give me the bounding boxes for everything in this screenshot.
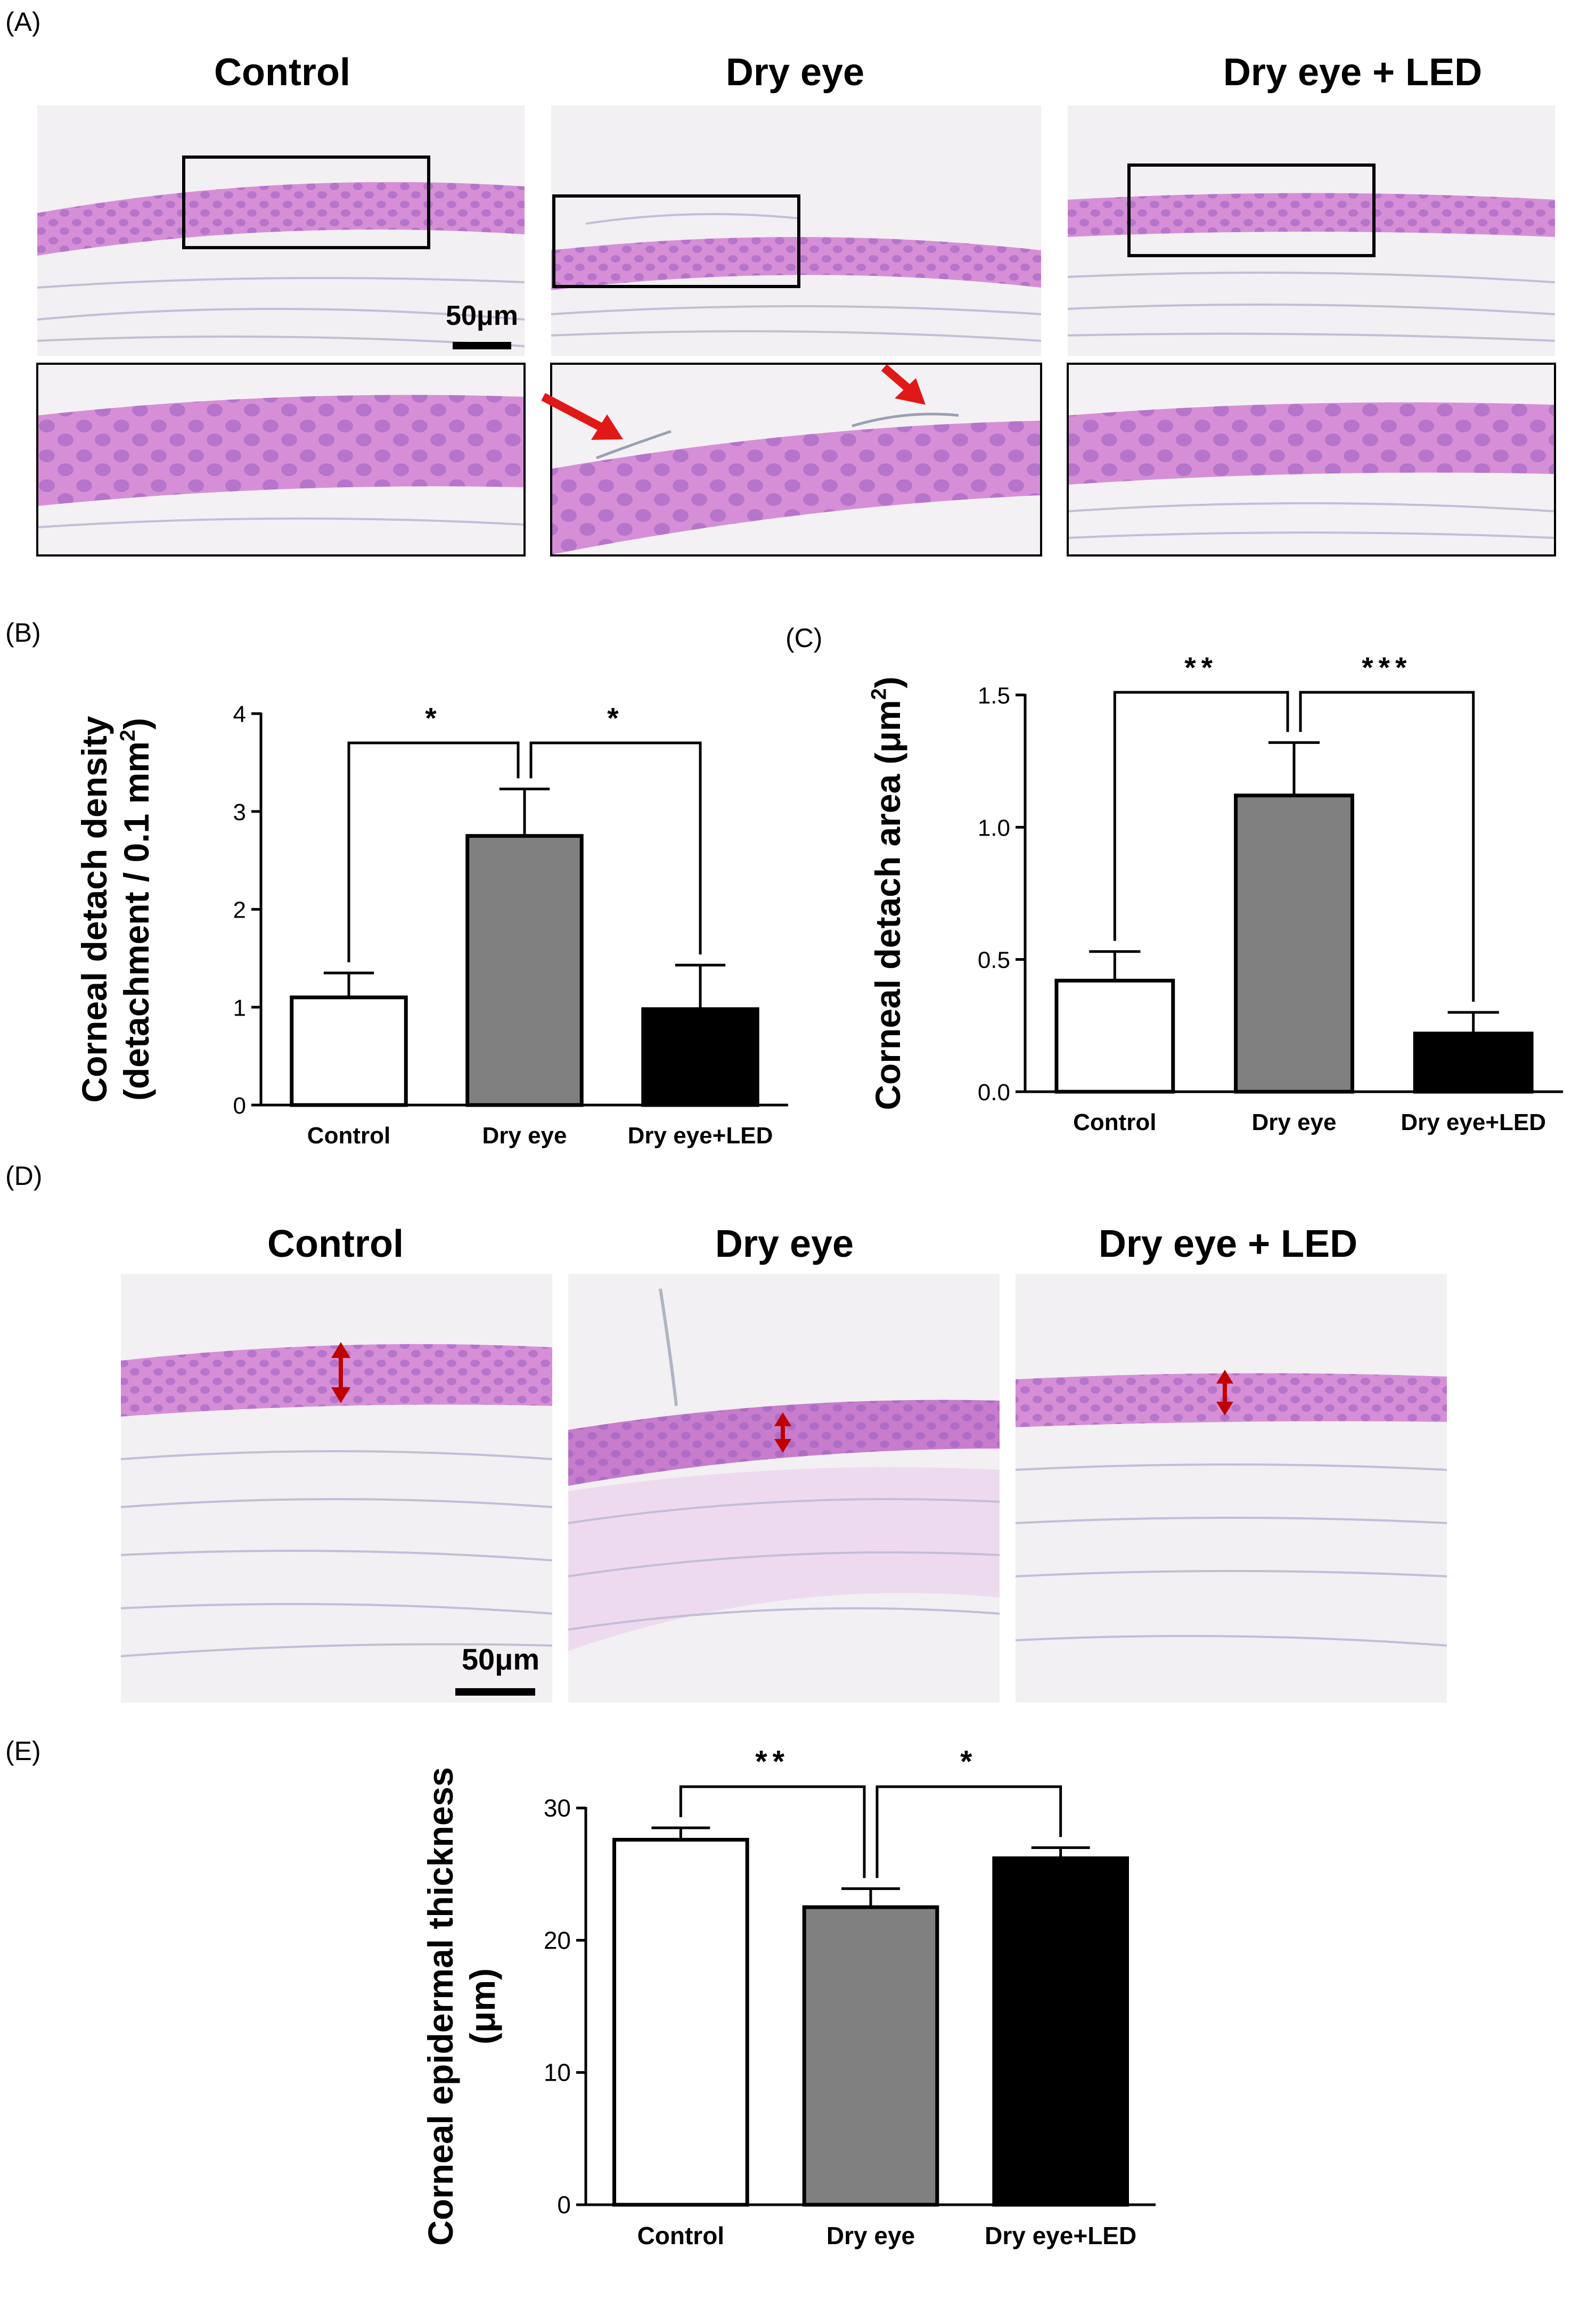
y-tick-label: 4 — [233, 701, 246, 727]
scale-bar — [455, 1688, 535, 1696]
group-title-dry-eye-led-d: Dry eye + LED — [1099, 1223, 1357, 1265]
y-tick-label: 3 — [233, 799, 246, 825]
red-arrow-icon — [541, 392, 623, 440]
y-tick-label: 2 — [233, 897, 246, 923]
panel-label-a: (A) — [5, 7, 41, 37]
bar — [290, 995, 408, 1107]
bar — [641, 1007, 759, 1107]
x-tick-label: Control — [1073, 1109, 1156, 1135]
micrograph-dry-eye-thickness — [568, 1274, 1000, 1703]
micrograph-dry-eye-led-overview — [1067, 105, 1556, 356]
zoom-region-box — [182, 156, 430, 249]
thickness-arrow-icon — [331, 1342, 350, 1403]
y-axis-label-line2: (detachment / 0.1 mm2) — [116, 718, 156, 1101]
significance-bracket — [1113, 691, 1289, 941]
x-tick-label: Dry eye+LED — [985, 2222, 1136, 2249]
y-tick-label: 1 — [233, 995, 246, 1021]
y-tick-label: 1.5 — [978, 683, 1010, 709]
bar — [465, 834, 584, 1107]
scale-bar-label-a: 50μm — [446, 300, 518, 331]
thickness-arrow-icon — [774, 1412, 791, 1453]
group-title-control-a: Control — [214, 51, 350, 94]
scale-bar-label-d: 50μm — [462, 1642, 539, 1676]
significance-bracket — [347, 741, 520, 962]
y-tick-label: 1.0 — [978, 815, 1010, 841]
significance-label: ** — [755, 1745, 790, 1779]
panel-label-b: (B) — [5, 618, 41, 648]
thickness-arrow-icon — [1216, 1370, 1233, 1416]
micrograph-dry-eye-led-thickness — [1015, 1274, 1447, 1703]
significance-bracket — [679, 1785, 866, 1878]
micrograph-control-overview: 50μm — [37, 105, 525, 356]
red-arrow-icon — [881, 364, 926, 405]
significance-bracket — [1299, 691, 1475, 1002]
x-tick-label: Control — [307, 1123, 390, 1149]
y-axis-label-end: ) — [117, 718, 156, 730]
y-tick-label: 0.0 — [978, 1079, 1010, 1106]
group-title-dry-eye-d: Dry eye — [715, 1223, 854, 1265]
x-tick-label: Dry eye+LED — [1401, 1109, 1546, 1135]
scale-bar — [453, 342, 511, 349]
significance-label: ** — [1184, 651, 1218, 684]
panel-label-d: (D) — [5, 1161, 42, 1191]
group-title-dry-eye-a: Dry eye — [726, 51, 864, 94]
x-tick-label: Dry eye — [482, 1123, 567, 1149]
chart-b: 0 1 2 3 4 Control Dry eye Dry eye+LED * * Corneal … — [75, 701, 788, 1149]
micrograph-dry-eye-led-zoom — [1067, 363, 1556, 557]
y-tick-label: 10 — [544, 2059, 571, 2087]
significance-label: * — [607, 701, 624, 734]
y-axis-label-superscript: 2 — [116, 730, 140, 741]
y-axis-label-end: ) — [868, 676, 907, 688]
y-axis-label-superscript: 2 — [867, 688, 891, 700]
significance-label: * — [960, 1745, 977, 1779]
micrograph-dry-eye-overview — [551, 105, 1042, 356]
group-title-dry-eye-led-a: Dry eye + LED — [1223, 51, 1482, 94]
y-axis-label: Corneal detach density — [75, 716, 114, 1102]
y-tick-label: 0 — [557, 2191, 571, 2219]
significance-bracket — [529, 741, 702, 955]
y-axis-label-line2: (μm) — [463, 1968, 502, 2044]
bar — [1234, 793, 1354, 1094]
significance-label: * — [425, 701, 441, 734]
significance-bracket — [875, 1785, 1062, 1878]
micrograph-control-thickness: 50μm — [120, 1274, 553, 1703]
y-tick-label: 0 — [233, 1093, 246, 1119]
y-axis-label: Corneal epidermal thickness — [421, 1767, 460, 2246]
zoom-region-box — [1127, 163, 1376, 257]
zoom-region-box — [552, 194, 800, 288]
significance-label: *** — [1362, 651, 1412, 684]
bar — [1054, 978, 1175, 1094]
micrograph-control-zoom — [36, 363, 526, 557]
panel-label-c: (C) — [785, 623, 822, 653]
panel-label-e: (E) — [5, 1736, 41, 1766]
x-tick-label: Control — [637, 2222, 725, 2249]
bar — [1413, 1032, 1534, 1094]
y-tick-label: 30 — [544, 1794, 571, 1822]
x-tick-label: Dry eye — [1251, 1109, 1336, 1135]
micrograph-dry-eye-zoom — [541, 363, 1042, 557]
y-tick-label: 20 — [544, 1926, 571, 1954]
bar — [802, 1905, 939, 2207]
y-tick-label: 0.5 — [978, 947, 1010, 973]
x-tick-label: Dry eye — [826, 2222, 915, 2249]
y-axis-label: Corneal detach area (μm2) — [867, 676, 907, 1110]
x-tick-label: Dry eye+LED — [628, 1123, 773, 1149]
group-title-control-d: Control — [267, 1223, 404, 1265]
bar — [992, 1856, 1130, 2207]
bar — [612, 1838, 749, 2207]
